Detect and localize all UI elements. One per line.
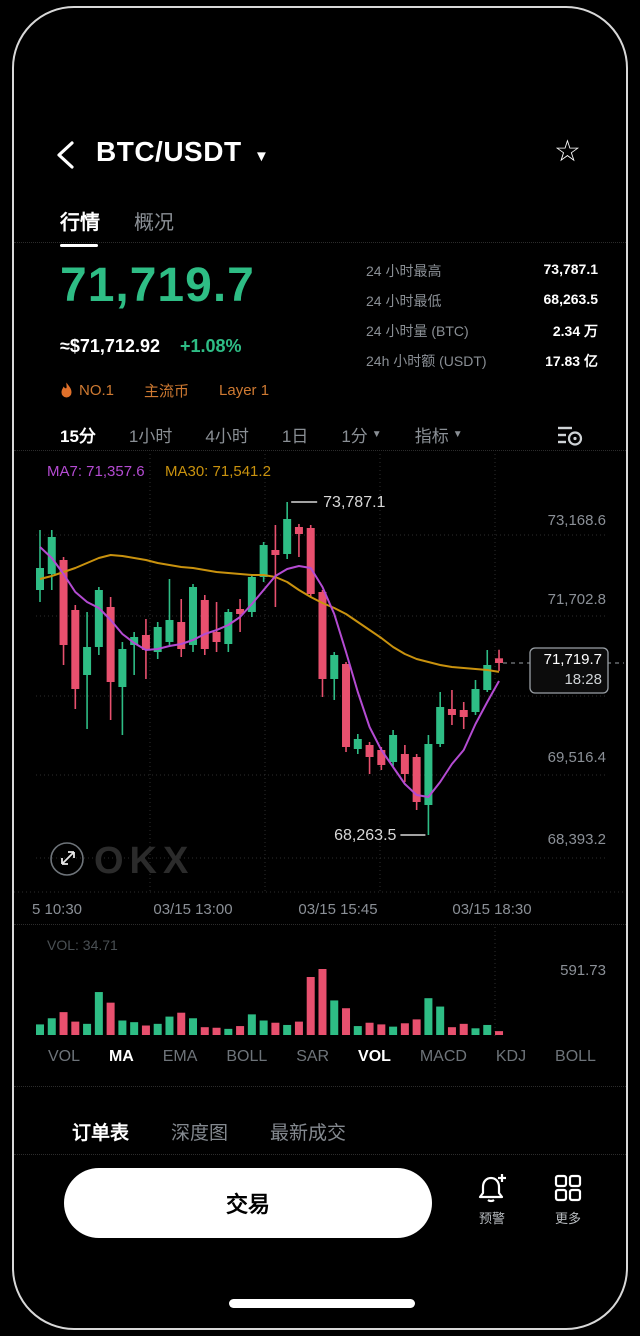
ind-macd[interactable]: MACD bbox=[419, 1048, 467, 1065]
tf-more-dropdown[interactable]: 1分 ▼ bbox=[341, 427, 382, 446]
stat-value: 73,787.1 bbox=[543, 261, 599, 277]
y-axis-label: 71,702.8 bbox=[548, 591, 606, 608]
ind-vol-sub[interactable]: VOL bbox=[358, 1048, 391, 1065]
x-axis-label: 03/15 15:45 bbox=[298, 901, 377, 918]
triangle-down-icon: ▼ bbox=[452, 429, 463, 440]
indicator-tabbar: VOL MA EMA BOLL SAR VOL MACD KDJ BOLL bbox=[48, 1048, 596, 1066]
tab-orderbook[interactable]: 订单表 bbox=[72, 1123, 130, 1144]
okx-watermark: OKX bbox=[94, 840, 194, 882]
more-action[interactable]: 更多 bbox=[552, 1172, 584, 1227]
more-label: 更多 bbox=[554, 1211, 581, 1226]
flame-icon bbox=[61, 382, 72, 398]
stat-value: 68,263.5 bbox=[543, 291, 599, 307]
triangle-down-icon: ▼ bbox=[371, 429, 382, 440]
price-change: +1.08% bbox=[179, 336, 242, 356]
trade-button[interactable]: 交易 bbox=[64, 1168, 432, 1238]
y-axis-label: 73,168.6 bbox=[548, 512, 606, 529]
ind-vol-main[interactable]: VOL bbox=[48, 1048, 81, 1065]
expand-icon bbox=[50, 842, 84, 876]
tf-1d[interactable]: 1日 bbox=[281, 427, 309, 446]
rank-badge[interactable]: NO.1 bbox=[60, 382, 114, 399]
divider bbox=[14, 1086, 626, 1087]
stat-row: 24h 小时额 (USDT) 17.83 亿 bbox=[366, 351, 598, 371]
y-axis-label: 69,516.4 bbox=[548, 749, 606, 766]
category-badge[interactable]: 主流币 bbox=[144, 383, 190, 400]
divider bbox=[14, 1154, 626, 1155]
tab-overview[interactable]: 概况 bbox=[134, 212, 174, 234]
tf-15m[interactable]: 15分 bbox=[60, 427, 96, 446]
y-axis-label: 68,393.2 bbox=[548, 831, 606, 848]
stat-row: 24 小时最低 68,263.5 bbox=[366, 291, 598, 311]
tf-4h[interactable]: 4小时 bbox=[205, 427, 249, 446]
alert-label: 预警 bbox=[478, 1211, 505, 1226]
vol-current-label: VOL: 34.71 bbox=[47, 937, 118, 953]
stat-label: 24 小时最高 bbox=[366, 263, 442, 279]
x-axis-label: 03/15 18:30 bbox=[452, 901, 531, 918]
low-annotation: 68,263.5 bbox=[334, 827, 396, 844]
ind-ma[interactable]: MA bbox=[108, 1048, 134, 1065]
timeframe-row: 15分 1小时 4小时 1日 1分 ▼ 指标 ▼ bbox=[60, 422, 584, 447]
x-axis-label: 03/15 13:00 bbox=[153, 901, 232, 918]
badge-price: 71,719.7 bbox=[544, 651, 602, 668]
high-annotation: 73,787.1 bbox=[323, 494, 385, 511]
orderbook-tabbar: 订单表 深度图 最新成交 bbox=[72, 1118, 346, 1145]
divider bbox=[14, 450, 626, 451]
grid-icon bbox=[554, 1174, 582, 1202]
alert-action[interactable]: 预警 bbox=[476, 1172, 508, 1227]
stat-label: 24 小时最低 bbox=[366, 293, 442, 309]
stat-label: 24 小时量 (BTC) bbox=[366, 323, 469, 339]
tab-trades[interactable]: 最新成交 bbox=[270, 1123, 347, 1144]
layer-badge[interactable]: Layer 1 bbox=[219, 382, 270, 399]
stat-row: 24 小时量 (BTC) 2.34 万 bbox=[366, 321, 598, 341]
home-indicator[interactable] bbox=[229, 1299, 415, 1308]
volume-svg[interactable]: VOL: 34.71 591.73 bbox=[14, 925, 628, 1038]
stat-row: 24 小时最高 73,787.1 bbox=[366, 261, 598, 281]
stats-panel: 24 小时最高 73,787.1 24 小时最低 68,263.5 24 小时量… bbox=[366, 261, 598, 381]
ind-boll2[interactable]: BOLL bbox=[555, 1048, 596, 1065]
pair-title[interactable]: BTC/USDT bbox=[96, 136, 242, 167]
chart-settings-icon[interactable] bbox=[556, 423, 584, 447]
back-icon[interactable] bbox=[54, 140, 80, 170]
vol-axis-max: 591.73 bbox=[560, 962, 606, 979]
fiat-price: ≈$71,712.92 bbox=[60, 336, 160, 356]
last-price: 71,719.7 bbox=[60, 259, 255, 312]
tab-market[interactable]: 行情 bbox=[60, 206, 100, 247]
candlestick-svg[interactable]: MA7: 71,357.6 MA30: 71,541.2 73,168.6 71,70… bbox=[14, 450, 628, 926]
ind-kdj[interactable]: KDJ bbox=[495, 1048, 527, 1065]
favorite-star-icon[interactable]: ☆ bbox=[554, 135, 581, 168]
badge-time: 18:28 bbox=[564, 671, 602, 688]
ma7-legend: MA7: 71,357.6 bbox=[47, 463, 145, 480]
ind-boll[interactable]: BOLL bbox=[226, 1048, 268, 1065]
triangle-down-icon[interactable]: ▼ bbox=[254, 148, 269, 165]
phone-frame: BTC/USDT ▼ ☆ 行情 概况 71,719.7 ≈$71,712.92 … bbox=[12, 6, 628, 1330]
top-tabbar: 行情 概况 bbox=[60, 206, 174, 247]
stat-value: 17.83 亿 bbox=[545, 353, 598, 369]
last-price-badge bbox=[529, 647, 609, 694]
ind-sar[interactable]: SAR bbox=[296, 1048, 330, 1065]
stat-label: 24h 小时额 (USDT) bbox=[366, 353, 487, 369]
indicator-dropdown[interactable]: 指标 ▼ bbox=[414, 427, 463, 446]
divider bbox=[14, 242, 626, 243]
ma30-legend: MA30: 71,541.2 bbox=[165, 463, 271, 480]
divider bbox=[14, 924, 626, 925]
x-axis-label: 5 10:30 bbox=[32, 901, 82, 918]
tf-1h[interactable]: 1小时 bbox=[128, 427, 173, 446]
stat-value: 2.34 万 bbox=[552, 323, 598, 339]
bell-plus-icon bbox=[478, 1174, 506, 1203]
ind-ema[interactable]: EMA bbox=[162, 1048, 198, 1065]
tab-depth[interactable]: 深度图 bbox=[171, 1123, 229, 1144]
